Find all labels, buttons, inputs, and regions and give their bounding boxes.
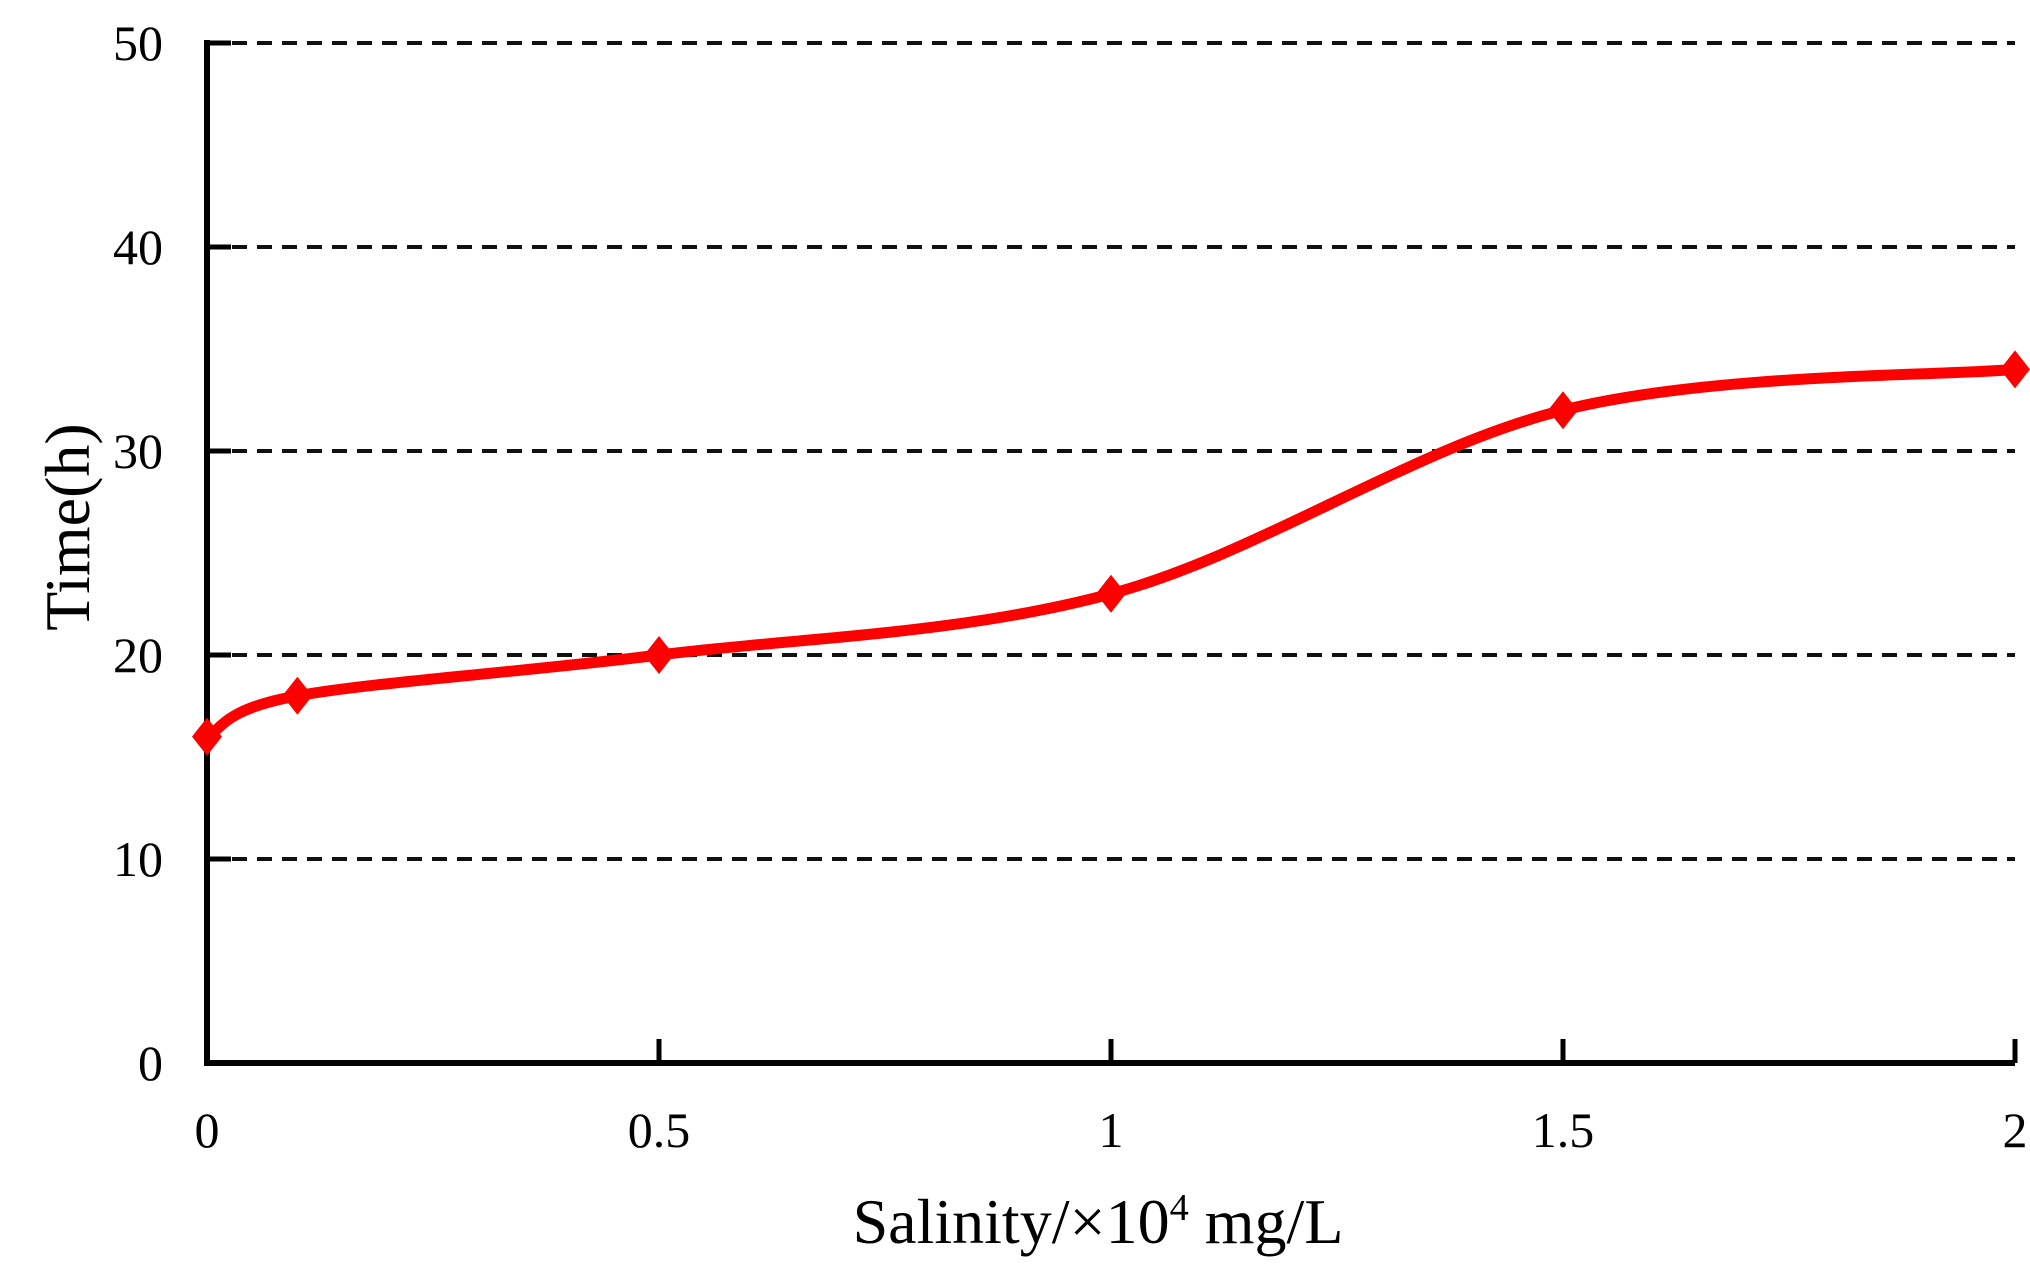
y-tick-label: 20 [113, 627, 163, 683]
x-tick-label: 0.5 [628, 1102, 691, 1158]
x-axis-title: Salinity/×104 mg/L [853, 1185, 1344, 1259]
y-tick-label: 40 [113, 219, 163, 275]
data-point-marker [282, 676, 313, 715]
data-point-marker [2000, 350, 2030, 389]
x-tick-label: 0 [195, 1102, 220, 1158]
series-curve [201, 363, 2021, 743]
x-axis-title-superscript: 4 [1169, 1186, 1189, 1229]
y-tick-label: 10 [113, 831, 163, 887]
y-axis-title: Time(h) [32, 423, 103, 631]
x-tick-label: 1.5 [1532, 1102, 1595, 1158]
x-tick-label: 1 [1099, 1102, 1124, 1158]
y-tick-label: 50 [113, 15, 163, 71]
data-point-marker [644, 636, 674, 674]
x-axis-title-suffix: mg/L [1188, 1186, 1344, 1257]
data-point-marker [192, 717, 222, 756]
x-tick-label: 2 [2003, 1102, 2028, 1158]
data-point-marker [1096, 574, 1126, 613]
y-tick-label: 30 [113, 423, 163, 479]
data-point-marker [1548, 391, 1578, 430]
x-axis-title-prefix: Salinity/×10 [852, 1186, 1170, 1257]
y-tick-label: 0 [138, 1035, 163, 1091]
